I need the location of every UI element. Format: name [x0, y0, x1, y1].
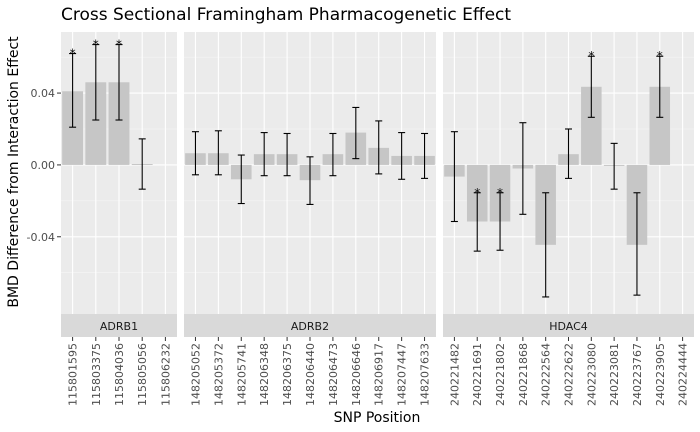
significance-marker: *	[657, 49, 663, 63]
x-tick-label: 240221868	[517, 343, 530, 406]
facet-strip-label: ADRB2	[291, 320, 329, 333]
y-tick-label: 0.04	[31, 87, 56, 100]
facet-panel-adrb1: * 115801595 * 115803375 * 115804036 115805056 1…	[61, 32, 177, 406]
x-tick-label: 148205372	[212, 343, 225, 406]
x-tick-label: 148206646	[350, 343, 363, 406]
bar	[62, 91, 84, 165]
facet-panel-adrb2: 148205052 148205372 148205741 148206348 1482…	[184, 32, 436, 406]
facet-strip	[61, 314, 177, 337]
x-tick-label: 148206375	[281, 343, 294, 406]
facet-strip	[184, 314, 436, 337]
x-tick-label: 148205741	[235, 343, 248, 406]
x-tick-label: 148207447	[396, 343, 409, 406]
y-axis-title: BMD Difference from Interaction Effect	[6, 36, 22, 308]
x-tick-label: 115805056	[136, 343, 149, 406]
x-tick-label: 115806232	[159, 343, 172, 406]
facet-strip-label: ADRB1	[100, 320, 138, 333]
x-tick-label: 240222622	[563, 343, 576, 406]
x-tick-label: 148207633	[419, 343, 432, 406]
significance-marker: *	[70, 47, 76, 61]
facet-panel-hdac4: 240221482 * 240221691 * 240221802 240221868 24…	[443, 32, 694, 406]
bar	[649, 86, 671, 165]
x-tick-label: 115801595	[67, 343, 80, 406]
x-tick-label: 240222564	[540, 343, 553, 406]
facet-strip-label: HDAC4	[549, 320, 588, 333]
x-tick-label: 148205052	[189, 343, 202, 406]
facet-strip	[443, 314, 694, 337]
significance-marker: *	[93, 38, 99, 52]
x-tick-label: 115804036	[113, 343, 126, 406]
significance-marker: *	[588, 49, 594, 63]
x-tick-label: 240221802	[494, 343, 507, 406]
y-tick-label: -0.04	[27, 231, 55, 244]
y-axis: 0.04 0.00 -0.04	[27, 87, 61, 244]
x-tick-label: 240223767	[631, 343, 644, 406]
x-tick-label: 240221482	[448, 343, 461, 406]
x-tick-label: 240224444	[677, 343, 690, 406]
bar	[108, 82, 130, 165]
x-tick-label: 148206473	[327, 343, 340, 406]
x-tick-label: 115803375	[90, 343, 103, 406]
chart-title: Cross Sectional Framingham Pharmacogenet…	[61, 5, 511, 25]
facet-panels: * 115801595 * 115803375 * 115804036 115805056 1…	[61, 32, 694, 406]
bar	[85, 82, 107, 165]
significance-marker: *	[497, 186, 503, 200]
significance-marker: *	[474, 186, 480, 200]
x-axis-title: SNP Position	[334, 410, 421, 426]
y-tick-label: 0.00	[31, 159, 56, 172]
bar	[581, 86, 602, 165]
x-tick-label: 148206440	[304, 343, 317, 406]
x-tick-label: 240221691	[471, 343, 484, 406]
x-tick-label: 240223081	[608, 343, 621, 406]
x-tick-label: 240223905	[654, 343, 667, 406]
x-tick-label: 148206348	[258, 343, 271, 406]
x-tick-label: 240223080	[585, 343, 598, 406]
x-tick-label: 148206917	[373, 343, 386, 406]
significance-marker: *	[116, 38, 122, 52]
